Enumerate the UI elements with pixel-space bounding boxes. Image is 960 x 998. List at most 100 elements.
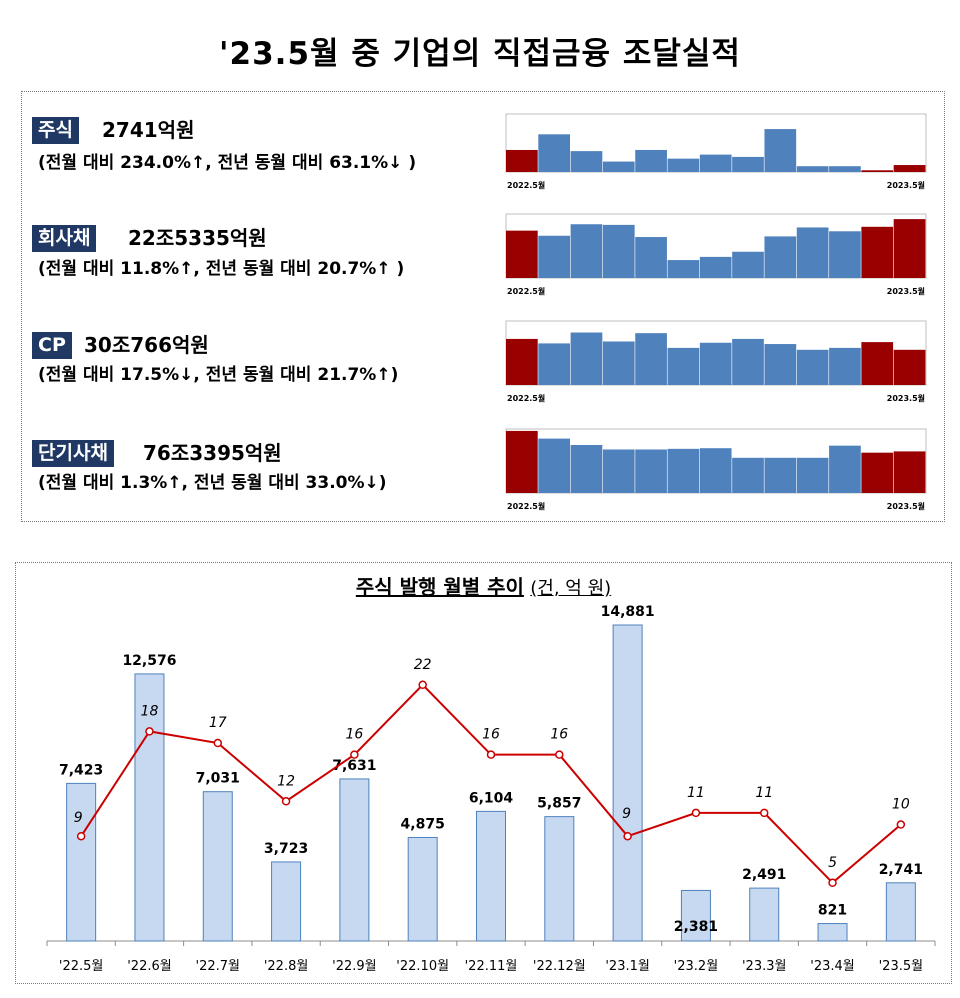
mini-bar [699,342,732,385]
mini-tick-label: 2022.5월 [507,180,545,190]
mini-bar [635,149,667,172]
mini-bar [699,154,732,172]
chart-unit: (건, 억 원) [530,578,612,599]
bar [66,782,97,942]
summary-panel [21,91,945,522]
line-point [145,727,154,736]
bar [680,889,711,942]
mini-bar [829,166,861,172]
mini-bar [764,236,797,278]
mini-tick-label: 2023.5월 [887,393,925,403]
x-tick-label: '22.8월 [264,959,308,974]
chart-panel: 주식 발행 월별 추이 (건, 억 원) [15,562,952,984]
bar [749,887,780,942]
summary-label: 회사채 [32,225,97,252]
mini-tick-label: 2023.5월 [887,180,925,190]
mini-chart-cp: 2022.5월 2023.5월 [505,320,927,403]
line-point [418,680,427,690]
line-value-label: 16 [482,727,500,743]
line-value-label: 12 [277,773,295,789]
mini-bar [506,338,538,385]
mini-bar [893,165,926,172]
page-title: '23.5월 중 기업의 직접금융 조달실적 [219,36,741,72]
x-tick-label: '23.5월 [879,959,923,974]
mini-bar [602,224,635,278]
mini-bar [732,156,764,172]
mini-bar [570,224,603,278]
mini-bar [764,129,797,172]
mini-bar [538,235,571,278]
line-point [623,831,632,841]
line-value-label: 16 [550,727,568,743]
summary-amount: 2741억원 [102,118,195,142]
mini-bar [861,170,894,172]
mini-tick-label: 2022.5월 [507,501,545,511]
mini-bar [796,457,829,493]
bar-value-label: 7,031 [196,771,240,787]
mini-bar [893,349,926,385]
line-point [76,831,86,841]
bar-value-label: 2,491 [742,867,786,883]
summary-label: 주식 [32,117,79,144]
line-point [350,750,359,759]
mini-bar [602,161,635,172]
x-tick-label: '23.2월 [674,959,718,974]
mini-tick-label: 2022.5월 [507,393,545,403]
line-point [213,738,223,748]
mini-bar [732,457,764,493]
mini-bar [667,347,700,385]
mini-bar [764,457,797,493]
summary-amount: 76조3395억원 [143,441,282,465]
line-value-label: 22 [414,657,432,673]
bar-value-label: 5,857 [537,796,581,812]
mini-bar [570,445,603,493]
line-value-label: 11 [755,785,773,801]
mini-bar [602,341,635,385]
mini-bar [699,256,732,278]
mini-bar [570,151,603,172]
line-point [691,808,701,818]
line-point [828,878,837,888]
summary-label: CP [32,332,72,359]
x-tick-label: '22.7월 [196,959,240,974]
bar [339,778,370,942]
mini-bar [829,445,861,493]
x-tick-label: '22.12월 [533,959,586,974]
mini-bar [893,451,926,493]
mini-bar [732,251,764,278]
bar [202,791,233,942]
mini-bar [570,332,603,385]
bar [544,816,575,942]
summary-desc: (전월 대비 1.3%↑, 전년 동월 대비 33.0%↓) [38,473,387,493]
mini-bar [506,149,538,172]
line-value-label: 16 [345,727,363,743]
line-point [555,750,564,759]
mini-bar [861,342,894,385]
line-value-label: 17 [209,715,227,731]
line-point [281,797,291,806]
x-tick-label: '22.10월 [396,959,449,974]
mini-bar [538,343,571,385]
line-value-label: 9 [74,810,83,826]
mini-bar [667,448,700,493]
x-tick-label: '23.3월 [742,959,786,974]
mini-bar [635,333,667,385]
line-value-label: 9 [622,806,631,822]
chart-title-text: 주식 발행 월별 추이 [355,575,524,599]
x-tick-label: '23.1월 [605,959,649,974]
bar-value-label: 6,104 [469,790,514,806]
mini-bar [796,166,829,172]
bar-value-label: 2,381 [674,919,718,935]
bar [134,673,165,942]
bar-value-label: 7,423 [59,762,103,778]
summary-desc: (전월 대비 17.5%↓, 전년 동월 대비 21.7%↑) [38,365,399,385]
mini-tick-label: 2023.5월 [887,501,925,511]
bar [817,923,848,942]
mini-bar [732,338,764,385]
line-value-label: 5 [828,855,837,871]
mini-chart-corporate-bond: 2022.5월 2023.5월 [505,213,927,296]
mini-bar [506,230,538,278]
bar [476,810,506,942]
mini-tick-label: 2022.5월 [507,286,545,296]
